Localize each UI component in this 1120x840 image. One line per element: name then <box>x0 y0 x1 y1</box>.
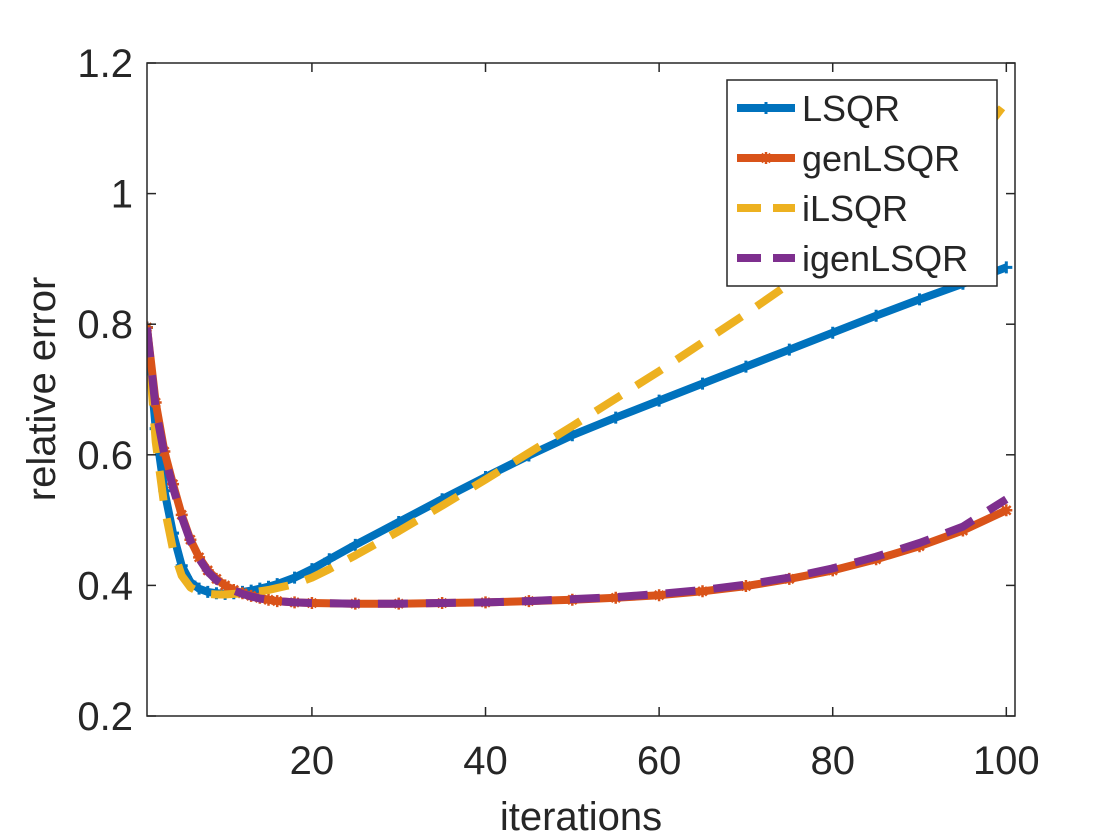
data-point-LSQR <box>392 516 405 529</box>
axes-box <box>146 62 1016 717</box>
data-point-LSQR <box>913 293 926 306</box>
data-point-genLSQR <box>262 593 275 606</box>
data-point-LSQR <box>653 394 666 407</box>
data-point-genLSQR <box>653 589 666 602</box>
x-tick-label: 60 <box>637 739 682 783</box>
data-point-LSQR <box>349 538 362 551</box>
data-point-genLSQR <box>175 508 188 521</box>
legend-box <box>726 79 998 287</box>
series-igenLSQR <box>147 327 1009 608</box>
data-point-genLSQR <box>609 591 622 604</box>
data-point-genLSQR <box>739 580 752 593</box>
data-point-LSQR <box>193 582 206 595</box>
data-point-genLSQR <box>696 585 709 598</box>
data-point-genLSQR <box>305 597 318 610</box>
y-tick-label: 0.2 <box>77 695 133 739</box>
data-point-LSQR <box>783 343 796 356</box>
data-point-genLSQR <box>1000 504 1013 517</box>
x-axis-label: iterations <box>500 795 662 839</box>
legend-label-LSQR: LSQR <box>802 88 900 129</box>
x-axis-ticks: 20 40 60 80 100 <box>290 63 1040 783</box>
y-tick-label: 1.2 <box>77 42 133 86</box>
x-tick-label: 100 <box>973 739 1040 783</box>
legend-marker-LSQR <box>760 102 772 114</box>
series-iLSQR <box>147 99 1010 599</box>
legend-label-iLSQR: iLSQR <box>802 188 908 229</box>
data-point-LSQR <box>696 377 709 390</box>
data-point-LSQR <box>323 553 336 566</box>
data-point-LSQR <box>826 326 839 339</box>
y-tick-label: 1 <box>111 173 133 217</box>
x-tick-label: 20 <box>290 739 335 783</box>
legend-label-genLSQR: genLSQR <box>802 138 960 179</box>
data-point-genLSQR <box>271 595 284 608</box>
data-point-genLSQR <box>193 551 206 564</box>
series-line-igenLSQR <box>147 327 1009 608</box>
data-point-LSQR <box>739 360 752 373</box>
x-tick-label: 40 <box>463 739 508 783</box>
data-point-LSQR <box>288 571 301 584</box>
legend-marker-genLSQR <box>760 152 772 164</box>
legend: LSQR genLSQR iLSQR igenLSQR <box>726 79 998 287</box>
data-point-LSQR <box>566 429 579 442</box>
y-axis-label: relative error <box>20 277 64 502</box>
data-point-LSQR <box>1000 261 1013 274</box>
series-layer <box>147 99 1013 610</box>
data-point-LSQR <box>870 309 883 322</box>
y-axis-ticks: 0.2 0.4 0.6 0.8 1 1.2 <box>77 42 1015 739</box>
x-tick-label: 80 <box>810 739 855 783</box>
series-line-iLSQR <box>147 99 1010 599</box>
data-point-genLSQR <box>219 579 232 592</box>
y-tick-label: 0.4 <box>77 564 133 608</box>
legend-label-igenLSQR: igenLSQR <box>802 238 968 279</box>
data-point-LSQR <box>609 411 622 424</box>
data-point-LSQR <box>305 563 318 576</box>
y-tick-label: 0.8 <box>77 303 133 347</box>
y-tick-label: 0.6 <box>77 434 133 478</box>
